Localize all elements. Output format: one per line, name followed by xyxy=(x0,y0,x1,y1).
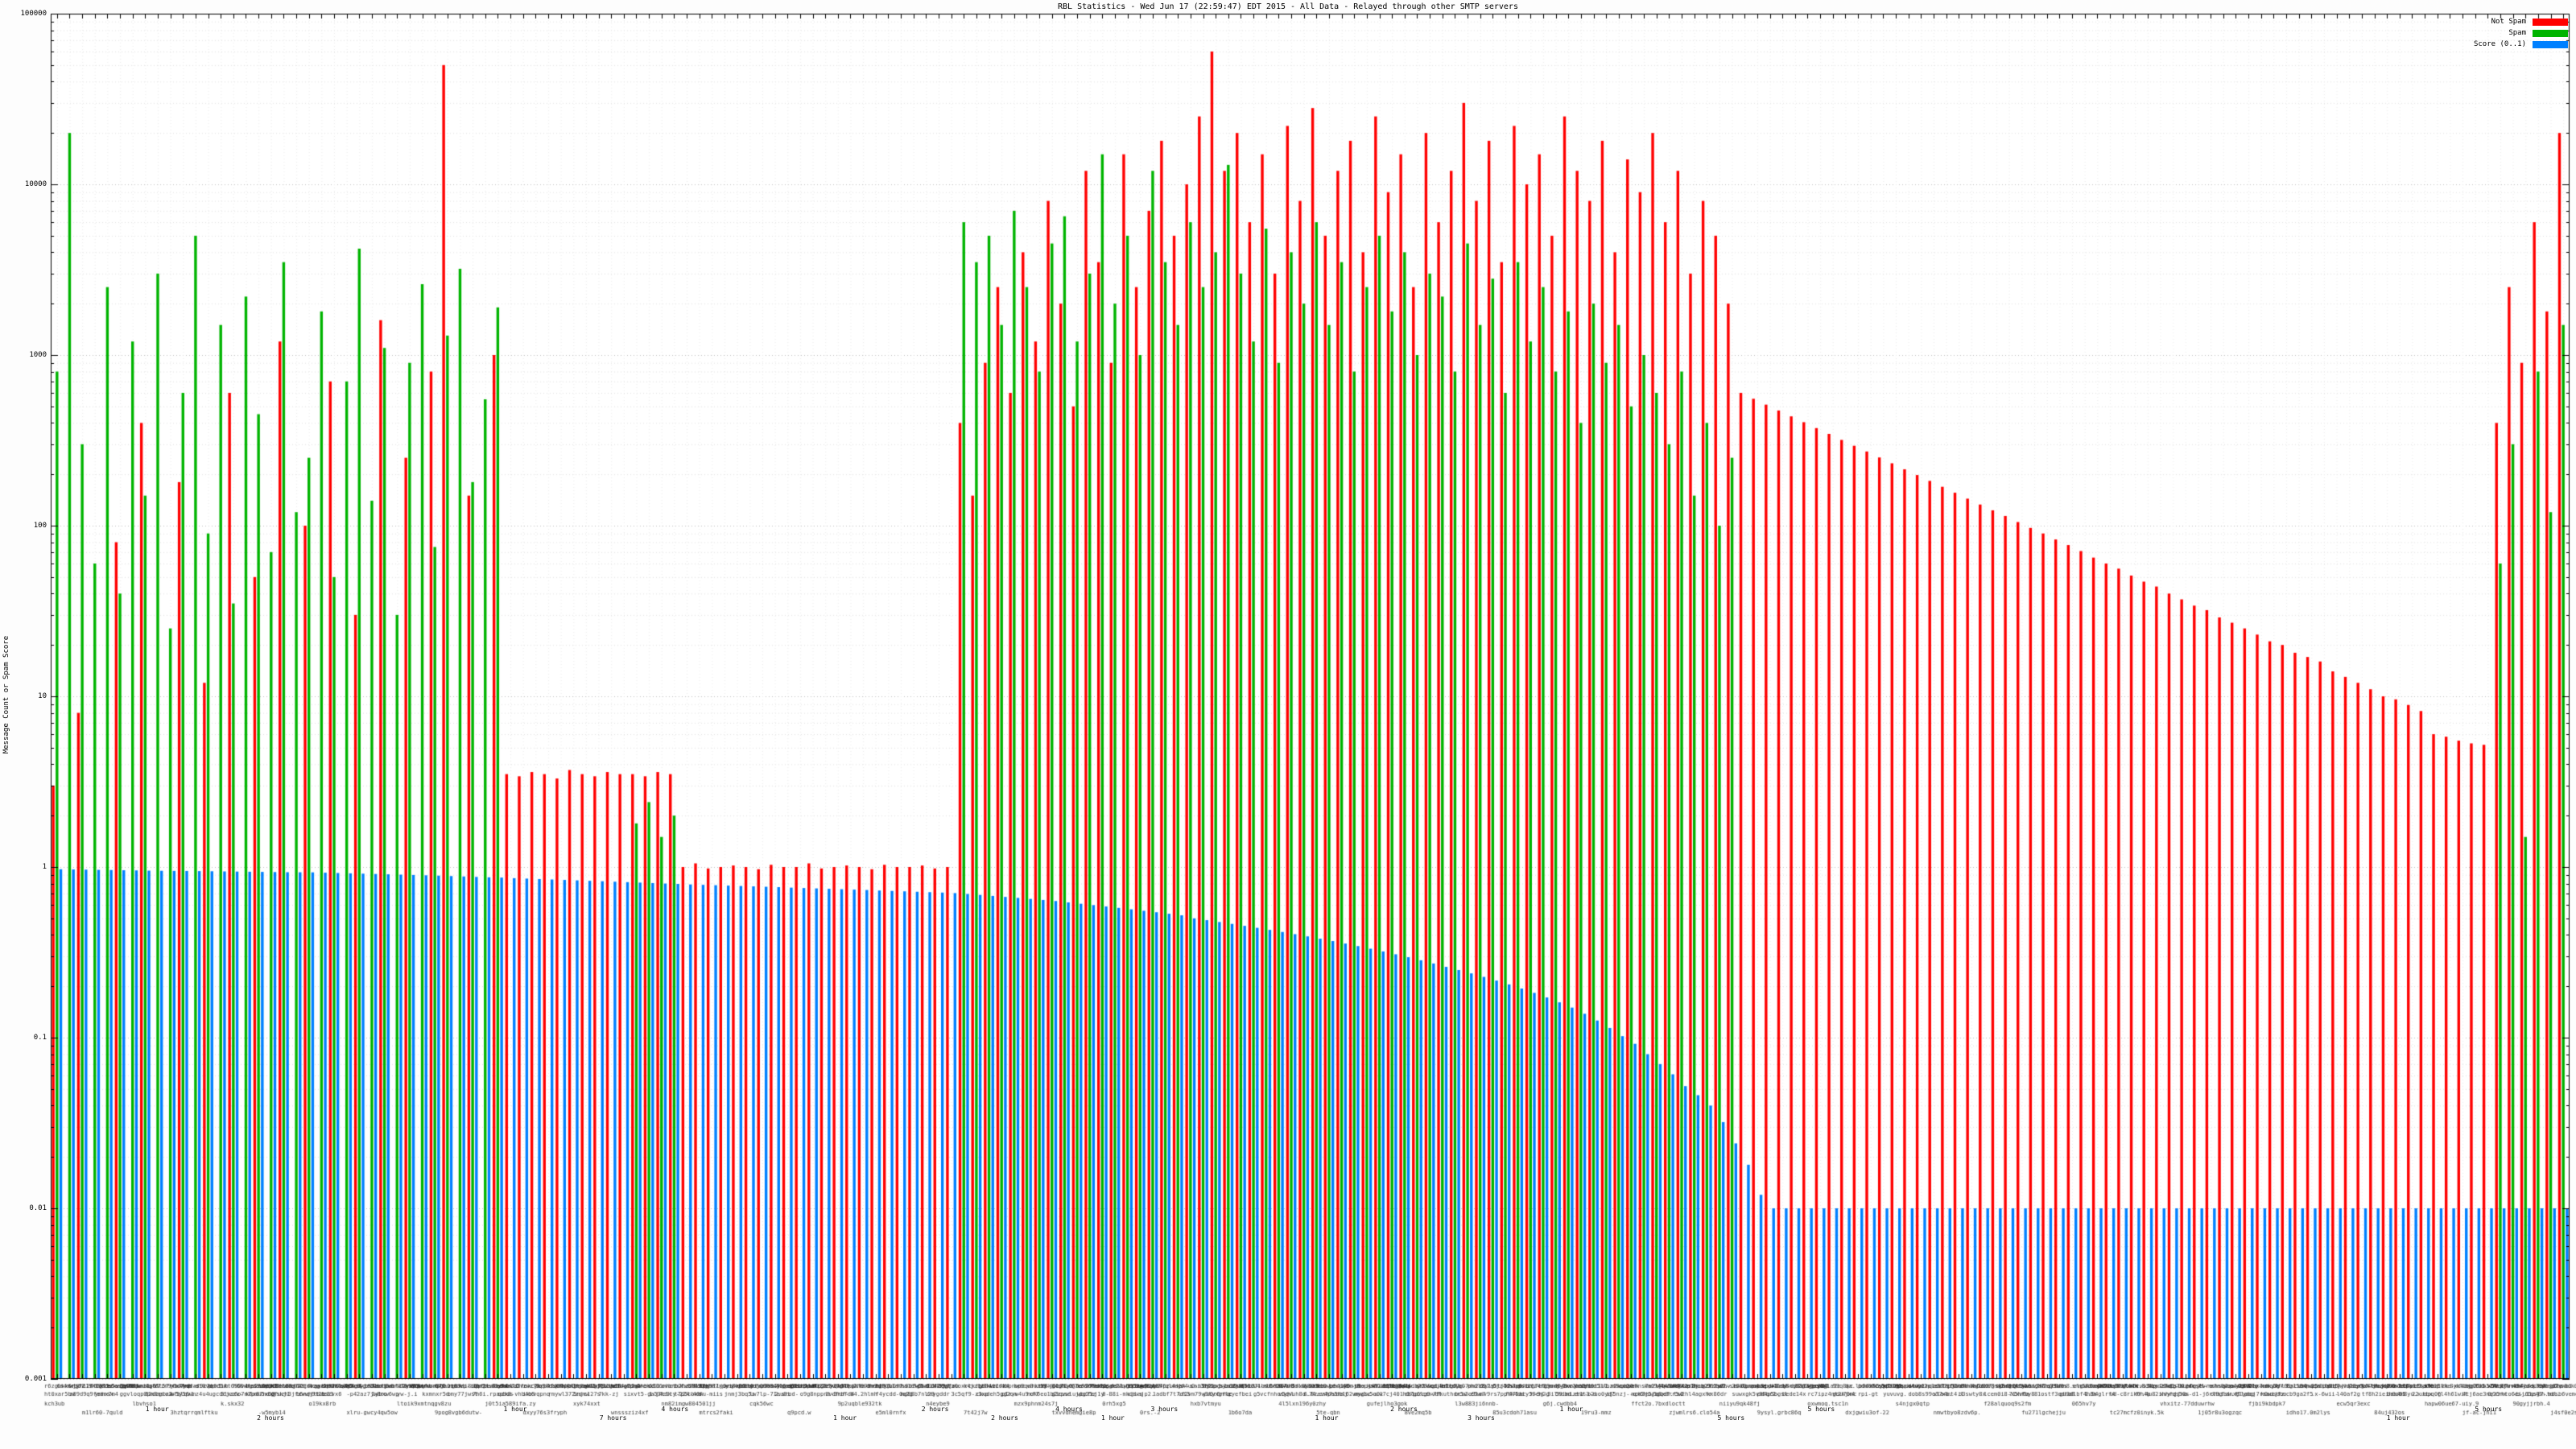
x-time-label: 1 hour xyxy=(145,1406,169,1413)
y-tick-label: 0.001 xyxy=(24,1375,47,1383)
x-time-label: 5 hours xyxy=(1807,1406,1835,1413)
x-time-label: 3 hours xyxy=(1150,1406,1179,1413)
legend-swatch-icon xyxy=(2533,29,2568,37)
x-time-label: 1 hour xyxy=(1559,1406,1583,1413)
x-time-label: 2 hours xyxy=(1390,1406,1418,1413)
legend-label: Not Spam xyxy=(2491,18,2526,26)
x-time-label: 7 hours xyxy=(599,1414,627,1422)
legend-label: Score (0..1) xyxy=(2473,40,2526,48)
x-time-label: 3 hours xyxy=(1468,1414,1495,1422)
x-time-label: 5 hours xyxy=(1717,1414,1745,1422)
y-tick-label: 10 xyxy=(38,692,47,700)
legend-swatch-icon xyxy=(2533,18,2568,26)
y-tick-label: 0.01 xyxy=(29,1204,47,1212)
legend-row-2: Score (0..1) xyxy=(2474,39,2568,50)
legend-swatch-icon xyxy=(2533,40,2568,48)
chart-legend: Not Spam Spam Score (0..1) xyxy=(2474,16,2568,50)
x-time-label: 2 hours xyxy=(991,1414,1018,1422)
y-tick-label: 100000 xyxy=(20,10,47,18)
x-time-label: 1 hour xyxy=(833,1414,857,1422)
legend-label: Spam xyxy=(2508,29,2526,37)
x-time-label: 4 hours xyxy=(661,1406,689,1413)
y-tick-label: 1 xyxy=(42,863,47,871)
x-time-label: 1 hour xyxy=(1100,1414,1125,1422)
legend-row-1: Spam xyxy=(2474,27,2568,39)
y-tick-label: 1000 xyxy=(29,351,47,359)
y-tick-label: 10000 xyxy=(24,180,47,188)
x-time-label: 1 hour xyxy=(1315,1414,1339,1422)
chart-title: RBL Statistics - Wed Jun 17 (22:59:47) E… xyxy=(1058,2,1518,11)
x-time-label: 2 hours xyxy=(921,1406,949,1413)
x-time-label: 5 hours xyxy=(2475,1406,2503,1413)
x-time-label: 4 hours xyxy=(1055,1406,1083,1413)
y-tick-label: 100 xyxy=(33,522,47,530)
x-time-label: 2 hours xyxy=(257,1414,284,1422)
legend-row-0: Not Spam xyxy=(2474,16,2568,27)
x-time-label: 1 hour xyxy=(503,1406,527,1413)
x-time-label: 1 hour xyxy=(2386,1414,2410,1422)
y-tick-label: 0.1 xyxy=(33,1034,47,1042)
